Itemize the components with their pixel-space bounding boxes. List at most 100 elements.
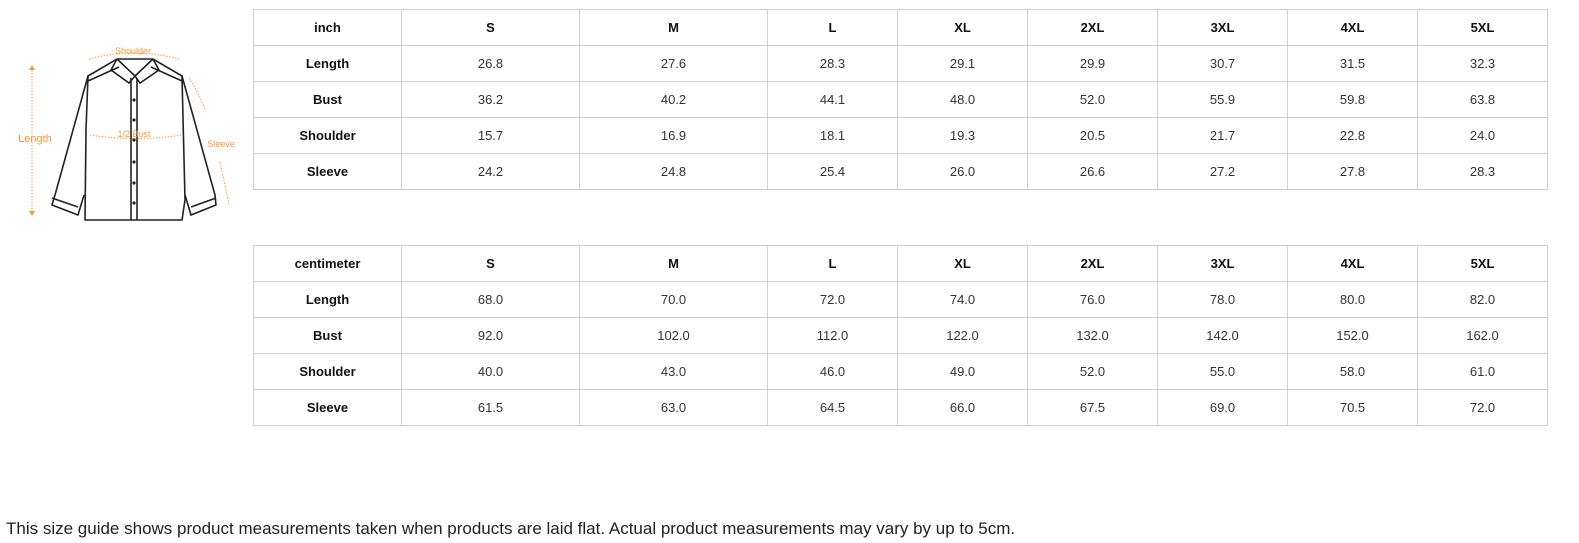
measurement-cell: 82.0 xyxy=(1417,281,1548,318)
measurement-cell: 30.7 xyxy=(1157,45,1288,82)
button-icons xyxy=(132,98,136,205)
measurement-cell: 58.0 xyxy=(1287,353,1418,390)
measurement-cell: 29.1 xyxy=(897,45,1028,82)
measurement-arrows xyxy=(31,52,230,214)
measurement-cell: 24.2 xyxy=(401,153,580,190)
measurement-cell: 26.6 xyxy=(1027,153,1158,190)
header-row: centimeter S M L XL 2XL 3XL 4XL 5XL xyxy=(253,245,1548,282)
measurement-cell: 20.5 xyxy=(1027,117,1158,154)
table-row: Bust 92.0 102.0 112.0 122.0 132.0 142.0 152.0 16… xyxy=(253,317,1548,354)
measurement-cell: 27.8 xyxy=(1287,153,1418,190)
measurement-cell: 52.0 xyxy=(1027,353,1158,390)
size-header: M xyxy=(579,245,768,282)
table-row: Sleeve 61.5 63.0 64.5 66.0 67.5 69.0 70.5 72.0 xyxy=(253,389,1548,426)
sleeve-label: Sleeve xyxy=(207,139,235,149)
inch-size-table: inch S M L XL 2XL 3XL 4XL 5XL Length 26.8 27.6 28.3 2… xyxy=(253,9,1548,190)
measurement-cell: 152.0 xyxy=(1287,317,1418,354)
measurement-cell: 132.0 xyxy=(1027,317,1158,354)
row-label: Length xyxy=(253,281,402,318)
measurement-cell: 21.7 xyxy=(1157,117,1288,154)
size-guide-note: This size guide shows product measuremen… xyxy=(6,519,1016,538)
shoulder-label: Shoulder xyxy=(115,46,151,56)
measurement-cell: 28.3 xyxy=(767,45,898,82)
measurement-cell: 48.0 xyxy=(897,81,1028,118)
measurement-cell: 55.0 xyxy=(1157,353,1288,390)
measurement-cell: 122.0 xyxy=(897,317,1028,354)
row-label: Length xyxy=(253,45,402,82)
measurement-cell: 26.8 xyxy=(401,45,580,82)
measurement-cell: 63.8 xyxy=(1417,81,1548,118)
measurement-cell: 69.0 xyxy=(1157,389,1288,426)
size-header: 3XL xyxy=(1157,9,1288,46)
size-header: 5XL xyxy=(1417,9,1548,46)
size-header: S xyxy=(401,9,580,46)
measurement-cell: 40.0 xyxy=(401,353,580,390)
measurement-cell: 29.9 xyxy=(1027,45,1158,82)
measurement-cell: 18.1 xyxy=(767,117,898,154)
measurement-cell: 70.0 xyxy=(579,281,768,318)
measurement-cell: 92.0 xyxy=(401,317,580,354)
measurement-cell: 80.0 xyxy=(1287,281,1418,318)
measurement-cell: 15.7 xyxy=(401,117,580,154)
measurement-cell: 22.8 xyxy=(1287,117,1418,154)
measurement-cell: 31.5 xyxy=(1287,45,1418,82)
measurement-cell: 24.0 xyxy=(1417,117,1548,154)
measurement-cell: 61.0 xyxy=(1417,353,1548,390)
measurement-cell: 36.2 xyxy=(401,81,580,118)
measurement-cell: 74.0 xyxy=(897,281,1028,318)
row-label: Bust xyxy=(253,81,402,118)
measurement-cell: 112.0 xyxy=(767,317,898,354)
measurement-cell: 72.0 xyxy=(767,281,898,318)
measurement-cell: 70.5 xyxy=(1287,389,1418,426)
table-row: Length 26.8 27.6 28.3 29.1 29.9 30.7 31.5 32.3 xyxy=(253,45,1548,82)
bust-label: 1/2 Bust xyxy=(117,129,151,139)
measurement-cell: 162.0 xyxy=(1417,317,1548,354)
measurement-cell: 49.0 xyxy=(897,353,1028,390)
measurement-cell: 76.0 xyxy=(1027,281,1158,318)
measurement-cell: 46.0 xyxy=(767,353,898,390)
measurement-cell: 55.9 xyxy=(1157,81,1288,118)
measurement-cell: 78.0 xyxy=(1157,281,1288,318)
size-header: 4XL xyxy=(1287,9,1418,46)
measurement-cell: 102.0 xyxy=(579,317,768,354)
measurement-cell: 61.5 xyxy=(401,389,580,426)
measurement-cell: 72.0 xyxy=(1417,389,1548,426)
size-header: 4XL xyxy=(1287,245,1418,282)
measurement-cell: 25.4 xyxy=(767,153,898,190)
unit-header: inch xyxy=(253,9,402,46)
row-label: Sleeve xyxy=(253,153,402,190)
size-header: XL xyxy=(897,245,1028,282)
size-header: 2XL xyxy=(1027,9,1158,46)
size-header: 3XL xyxy=(1157,245,1288,282)
header-row: inch S M L XL 2XL 3XL 4XL 5XL xyxy=(253,9,1548,46)
row-label: Bust xyxy=(253,317,402,354)
measurement-cell: 27.2 xyxy=(1157,153,1288,190)
measurement-cell: 52.0 xyxy=(1027,81,1158,118)
size-header: L xyxy=(767,9,898,46)
table-row: Shoulder 40.0 43.0 46.0 49.0 52.0 55.0 58.0 61.0 xyxy=(253,353,1548,390)
unit-header: centimeter xyxy=(253,245,402,282)
size-header: L xyxy=(767,245,898,282)
measurement-cell: 40.2 xyxy=(579,81,768,118)
row-label: Shoulder xyxy=(253,117,402,154)
measurement-cell: 43.0 xyxy=(579,353,768,390)
length-label: Length xyxy=(18,133,52,145)
table-row: Sleeve 24.2 24.8 25.4 26.0 26.6 27.2 27.8 28.3 xyxy=(253,153,1548,190)
measurement-cell: 16.9 xyxy=(579,117,768,154)
row-label: Shoulder xyxy=(253,353,402,390)
measurement-cell: 24.8 xyxy=(579,153,768,190)
measurement-cell: 66.0 xyxy=(897,389,1028,426)
measurement-cell: 28.3 xyxy=(1417,153,1548,190)
measurement-cell: 68.0 xyxy=(401,281,580,318)
table-row: Bust 36.2 40.2 44.1 48.0 52.0 55.9 59.8 63.8 xyxy=(253,81,1548,118)
measurement-cell: 64.5 xyxy=(767,389,898,426)
shirt-measurement-diagram: Shoulder Length 1/2 Bust Sleeve xyxy=(18,46,235,221)
size-header: 2XL xyxy=(1027,245,1158,282)
size-header: M xyxy=(579,9,768,46)
centimeter-size-table: centimeter S M L XL 2XL 3XL 4XL 5XL Length 68.0 70.… xyxy=(253,245,1548,426)
measurement-cell: 44.1 xyxy=(767,81,898,118)
measurement-cell: 142.0 xyxy=(1157,317,1288,354)
measurement-cell: 19.3 xyxy=(897,117,1028,154)
measurement-cell: 26.0 xyxy=(897,153,1028,190)
table-row: Shoulder 15.7 16.9 18.1 19.3 20.5 21.7 22.8 24.0 xyxy=(253,117,1548,154)
